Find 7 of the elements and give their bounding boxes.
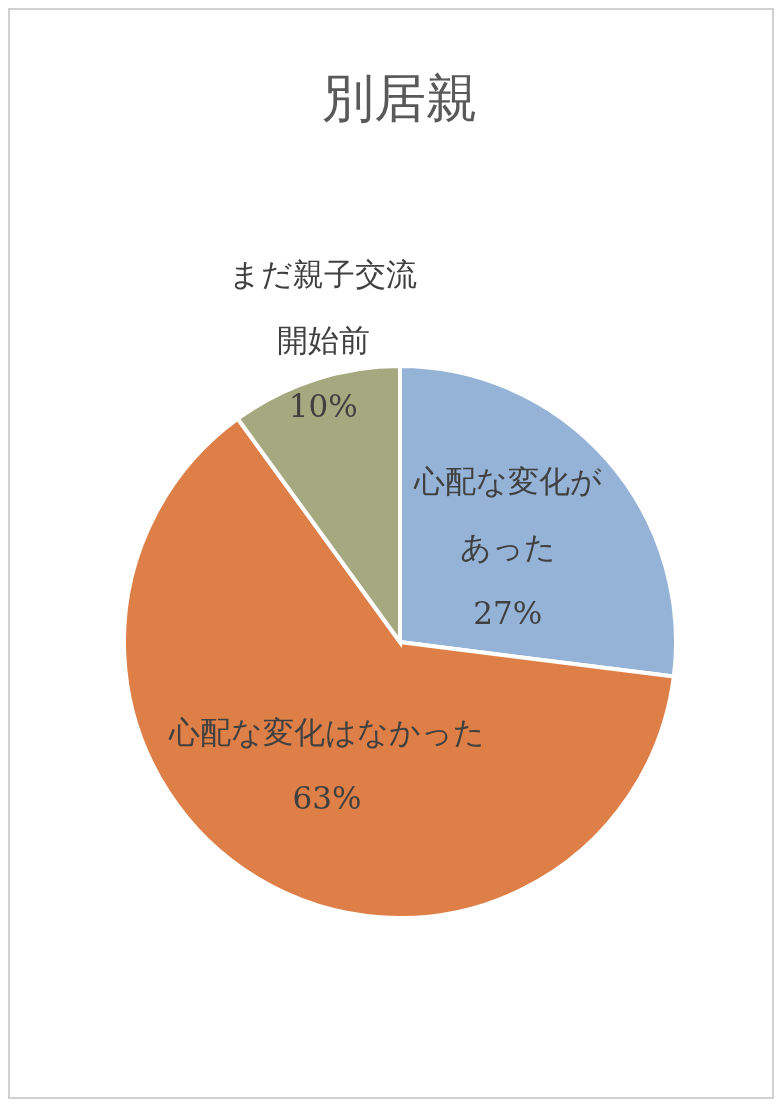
data-label: 63% [292, 780, 362, 817]
slice-label: 心配な変化があった [412, 462, 602, 565]
slice-label: まだ親子交流開始前 [229, 255, 418, 358]
slice-label: 心配な変化はなかった [167, 714, 485, 751]
data-label: 27% [473, 594, 543, 631]
chart-title: 別居親 [322, 68, 478, 128]
data-label: 10% [288, 387, 358, 424]
